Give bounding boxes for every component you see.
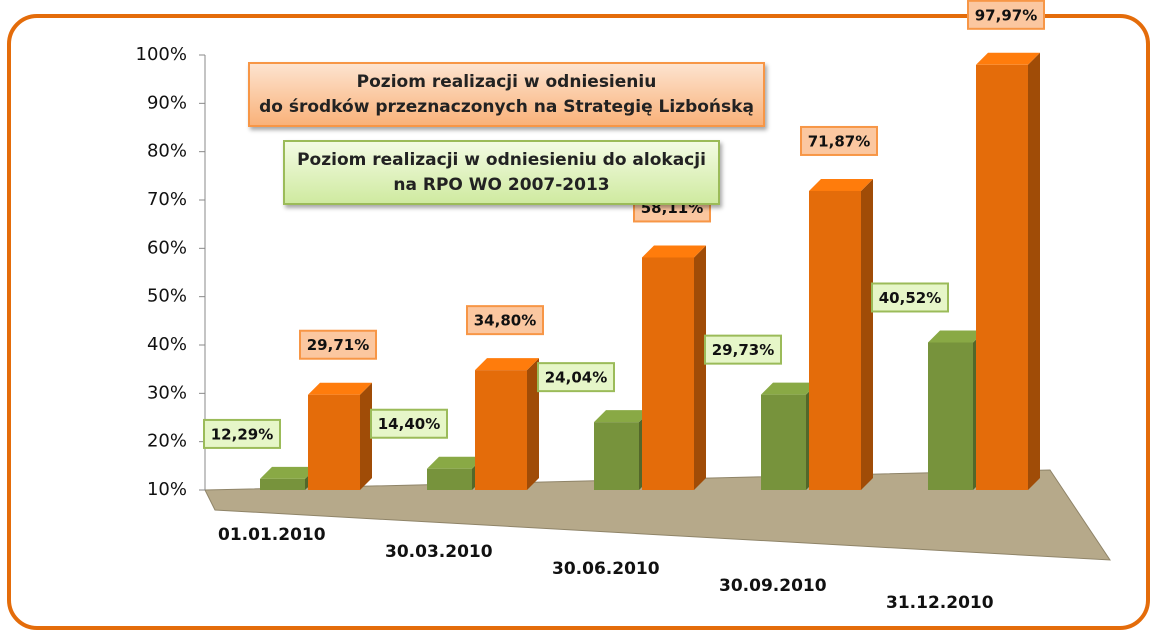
- data-label: 71,87%: [808, 132, 870, 150]
- bar: [642, 257, 694, 490]
- data-label-box: [370, 408, 448, 439]
- x-tick-label: 30.03.2010: [385, 542, 493, 562]
- bar: [761, 394, 806, 490]
- data-label-box: [466, 305, 544, 336]
- bar-top: [308, 382, 372, 395]
- data-label-box: [871, 282, 949, 313]
- data-label-box: [203, 418, 281, 449]
- bar-top: [642, 245, 706, 258]
- bar-top: [475, 358, 539, 371]
- y-tick-label: 60%: [147, 237, 187, 258]
- data-label: 29,73%: [712, 341, 774, 359]
- bar-side: [861, 178, 873, 490]
- bar-side: [527, 358, 539, 490]
- y-tick-label: 90%: [147, 92, 187, 113]
- bar: [594, 422, 639, 490]
- x-tick-label: 30.09.2010: [719, 576, 827, 596]
- data-label: 34,80%: [474, 312, 536, 330]
- bar: [308, 394, 360, 490]
- x-tick-label: 01.01.2010: [218, 525, 326, 545]
- data-label-box: [299, 329, 377, 360]
- data-label: 14,40%: [378, 415, 440, 433]
- data-label: 24,04%: [545, 369, 607, 387]
- legend-entry: Poziom realizacji w odniesieniu do środk…: [248, 62, 765, 127]
- bar-top: [976, 52, 1040, 65]
- y-tick-label: 30%: [147, 382, 187, 403]
- bar: [809, 190, 861, 490]
- bar-top: [260, 466, 317, 479]
- bar-side: [360, 382, 372, 490]
- bar-top: [594, 410, 651, 423]
- x-tick-label: 30.06.2010: [552, 559, 660, 579]
- data-label: 97,97%: [975, 6, 1037, 24]
- bar-top: [761, 382, 818, 395]
- y-tick-label: 50%: [147, 286, 187, 307]
- y-tick-label: 20%: [147, 431, 187, 452]
- data-label-box: [537, 362, 615, 393]
- y-tick-label: 80%: [147, 141, 187, 162]
- data-label-box: [967, 0, 1045, 30]
- legend-entry: Poziom realizacji w odniesieniu do aloka…: [283, 140, 720, 205]
- y-tick-label: 40%: [147, 334, 187, 355]
- bar: [475, 370, 527, 490]
- data-label: 29,71%: [307, 336, 369, 354]
- bar-side: [1028, 52, 1040, 490]
- data-label: 40,52%: [879, 289, 941, 307]
- bar: [260, 478, 305, 490]
- bar: [976, 64, 1028, 490]
- y-tick-label: 10%: [147, 479, 187, 500]
- x-tick-label: 31.12.2010: [886, 593, 994, 613]
- bar-side: [694, 245, 706, 490]
- bar-top: [809, 178, 873, 191]
- data-label-box: [704, 334, 782, 365]
- bar-top: [427, 456, 484, 469]
- data-label: 12,29%: [211, 425, 273, 443]
- y-tick-label: 100%: [136, 44, 187, 65]
- bar: [928, 342, 973, 490]
- y-tick-label: 70%: [147, 189, 187, 210]
- bar-top: [928, 330, 985, 343]
- data-label-box: [800, 125, 878, 156]
- bar: [427, 468, 472, 490]
